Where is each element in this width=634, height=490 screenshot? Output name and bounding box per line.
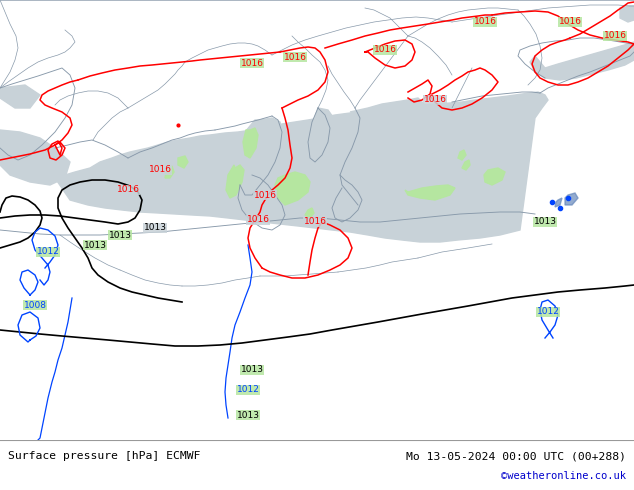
- Text: 1016: 1016: [117, 186, 139, 195]
- Polygon shape: [418, 128, 452, 168]
- Text: 1016: 1016: [254, 191, 276, 199]
- Polygon shape: [565, 193, 578, 205]
- Polygon shape: [484, 168, 505, 185]
- Polygon shape: [0, 130, 70, 185]
- Text: 1012: 1012: [236, 386, 259, 394]
- Polygon shape: [458, 150, 466, 160]
- Text: 1008: 1008: [23, 300, 46, 310]
- Text: 1013: 1013: [143, 223, 167, 232]
- Polygon shape: [55, 92, 548, 242]
- Text: 1013: 1013: [533, 218, 557, 226]
- Polygon shape: [0, 85, 40, 108]
- Text: 1016: 1016: [373, 46, 396, 54]
- Text: Surface pressure [hPa] ECMWF: Surface pressure [hPa] ECMWF: [8, 451, 200, 461]
- Polygon shape: [310, 108, 338, 165]
- Text: 1012: 1012: [37, 247, 60, 256]
- Polygon shape: [555, 198, 562, 207]
- Polygon shape: [243, 128, 258, 158]
- Polygon shape: [530, 42, 634, 80]
- Polygon shape: [462, 160, 470, 170]
- Polygon shape: [620, 6, 634, 22]
- Text: 1013: 1013: [236, 411, 259, 419]
- Polygon shape: [240, 118, 282, 168]
- Polygon shape: [226, 165, 244, 198]
- Polygon shape: [342, 98, 425, 148]
- Polygon shape: [178, 156, 188, 168]
- Polygon shape: [165, 166, 174, 178]
- Polygon shape: [275, 172, 310, 205]
- Text: 1016: 1016: [283, 52, 306, 62]
- Text: 1016: 1016: [240, 58, 264, 68]
- Text: 1016: 1016: [559, 18, 581, 26]
- Text: 1016: 1016: [604, 31, 626, 41]
- Text: 1013: 1013: [84, 241, 107, 249]
- Text: 1012: 1012: [536, 308, 559, 317]
- Text: Mo 13-05-2024 00:00 UTC (00+288): Mo 13-05-2024 00:00 UTC (00+288): [406, 451, 626, 461]
- Text: 1016: 1016: [247, 216, 269, 224]
- Text: 1013: 1013: [240, 366, 264, 374]
- Text: 1013: 1013: [108, 230, 131, 240]
- Text: ©weatheronline.co.uk: ©weatheronline.co.uk: [501, 471, 626, 481]
- Polygon shape: [405, 185, 455, 200]
- Polygon shape: [305, 208, 314, 218]
- Text: 1016: 1016: [424, 96, 446, 104]
- Text: 1016: 1016: [304, 218, 327, 226]
- Text: 1016: 1016: [474, 18, 496, 26]
- Text: 1016: 1016: [148, 166, 172, 174]
